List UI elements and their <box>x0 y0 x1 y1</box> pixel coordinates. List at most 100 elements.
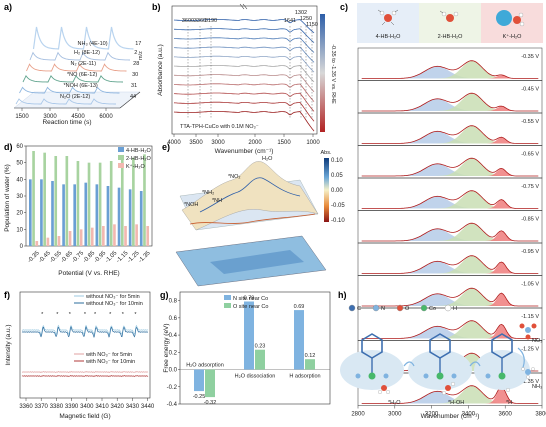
panel-c-component <box>385 223 524 241</box>
panel-b-tick-label: 1500 <box>277 140 291 146</box>
panel-h-scheme-1 <box>340 333 404 390</box>
panel-e-colorbar-tick: 0.05 <box>331 173 343 179</box>
panel-b-trace <box>173 83 315 102</box>
panel-a-tick-label: 6000 <box>99 114 113 120</box>
panel-g: g) 0.8 0.6 0.4 0.2 0.0 -0.2 -0.4 -0.25-0.32 H₂O… <box>160 290 331 408</box>
panel-b-tick-label: 2000 <box>248 140 262 146</box>
panel-d-xlabel: Potential (V vs. RHE) <box>58 270 119 277</box>
panel-c-component <box>385 196 524 209</box>
panel-d-bar <box>68 231 72 246</box>
panel-c-potential-label: -0.75 V <box>521 184 539 190</box>
panel-d-ytick-label: 60 <box>16 144 23 150</box>
panel-h: h) C N O Co H <box>338 290 545 406</box>
panel-d-bar <box>132 157 135 246</box>
panel-f-xticks: 3360 3370 3380 3390 3400 3410 3420 3430 3440 <box>19 398 155 410</box>
panel-b-peak-label: 1250 <box>300 16 312 22</box>
panel-c-envelope <box>361 125 539 144</box>
panel-g-bar-value: 0.79 <box>244 295 255 301</box>
panel-d-bar <box>62 184 65 246</box>
panel-g-legend-label: O site near Co <box>233 304 268 310</box>
panel-f: f) * * * * * * * * without NO₃⁻ for 5minwithout… <box>4 290 155 420</box>
panel-h-legend-dot <box>444 304 452 312</box>
panel-f-trace <box>21 326 148 338</box>
panel-b-peak-label: 1641 <box>284 18 296 24</box>
panel-d-ytick-label: 30 <box>16 194 23 200</box>
panel-h-label-nitrate: NO₃⁻ <box>532 338 545 344</box>
panel-h-label-hoh: *H-OH <box>448 400 464 406</box>
panel-c-tick-label: 2800 <box>351 412 365 418</box>
panel-c: c) 4-HB-H₂O 2-HB-H₂O K⁺-H₂O <box>340 2 546 420</box>
panel-f-xlabel: Magnetic field (G) <box>59 413 110 420</box>
panel-e-colorbar-tick: 0.10 <box>331 158 343 164</box>
panel-h-legend-dot <box>396 304 404 312</box>
panel-g-ytick-label: -0.2 <box>167 385 178 391</box>
panel-c-tick-label: 3200 <box>425 412 439 418</box>
panel-c-component <box>385 131 524 144</box>
panel-a-species-name: *NOH (6E-13) <box>64 83 98 89</box>
panel-c-molecule-2hb <box>439 10 459 22</box>
panel-h-legend-label: O <box>405 306 410 312</box>
panel-a-species-name: NH₃ (4E-10) <box>78 41 108 47</box>
panel-g-category-label: H₂O adsorption <box>186 363 224 369</box>
panel-d-legend-swatch <box>118 147 124 152</box>
panel-b-tick-label: 4000 <box>167 140 181 146</box>
panel-b-potential-label: -0.35 to -1.35 V vs. RHE <box>330 44 336 104</box>
panel-d-legend-label: 2-HB-H₂O <box>126 156 151 162</box>
panel-d-bar <box>128 189 132 246</box>
panel-d-bar <box>76 161 80 246</box>
panel-f-legend-label: without NO₃⁻ for 10min <box>85 301 143 307</box>
panel-b-trace <box>173 37 315 53</box>
panel-d-bar <box>109 161 113 246</box>
panel-b-peak-label: 3190 <box>205 18 217 24</box>
panel-h-legend-label: Co <box>429 306 436 312</box>
panel-c-potential-label: -0.95 V <box>521 249 539 255</box>
panel-c-legend-4hb-text: 4-HB-H₂O <box>376 34 401 40</box>
panel-f-peak-marker: * <box>109 312 112 318</box>
panel-d-xticks: -0.35-0.45-0.55-0.65-0.75-0.85-0.95-1.05… <box>27 250 152 264</box>
panel-a-mz-value: 28 <box>133 61 139 67</box>
panel-f-peak-marker: * <box>122 312 125 318</box>
panel-g-legend-swatch <box>224 295 231 300</box>
panel-g-bar <box>305 359 315 370</box>
panel-f-tick-label: 3420 <box>111 404 125 410</box>
panel-g-ytick-label: 0.6 <box>169 316 178 322</box>
panel-b-tick-label: 3500 <box>189 140 203 146</box>
panel-d-bar <box>40 179 43 246</box>
panel-g-ytick-label: 0.2 <box>169 350 178 356</box>
panel-c-component <box>385 293 524 306</box>
panel-c-component <box>385 228 524 241</box>
panel-c-component <box>385 385 524 404</box>
panel-e-surface-trough <box>189 213 316 225</box>
panel-g-bar <box>255 349 265 370</box>
panel-h-legend-dot <box>420 304 428 312</box>
panel-e-annotation: *NOH <box>184 202 198 208</box>
panel-a-mz-value: 2 <box>134 50 137 56</box>
panel-d-bar <box>73 184 77 246</box>
panel-c-tick-label: 3400 <box>462 412 476 418</box>
panel-e-surface-ridge <box>199 177 301 213</box>
panel-g-bar-value: -0.25 <box>193 394 206 400</box>
panel-c-envelope <box>361 92 539 112</box>
panel-d-bar <box>143 154 146 246</box>
panel-c-component <box>385 387 524 404</box>
panel-g-category-label: H adsorption <box>289 374 320 380</box>
panel-e-surface <box>181 161 319 231</box>
panel-d-bar <box>90 227 94 246</box>
panel-e-projection-band <box>210 250 304 274</box>
panel-g-label: g) <box>160 290 169 300</box>
panel-h-legend-dot <box>348 304 356 312</box>
panel-a-trace <box>32 26 134 50</box>
panel-f-label: f) <box>4 290 10 300</box>
panel-c-xlabel: Wavenumber (cm⁻¹) <box>421 413 480 420</box>
panel-a-species-name: H₂ (8E-12) <box>74 50 100 56</box>
panel-h-arrow-1 <box>403 361 415 367</box>
panel-f-legend-label: with NO₃⁻ for 5min <box>85 352 132 358</box>
panel-c-potential-label: -0.85 V <box>521 217 539 223</box>
panel-d-bar <box>79 229 83 246</box>
panel-g-bar <box>205 369 215 398</box>
panel-a-tick-label: 3000 <box>43 114 57 120</box>
panel-d-legend-label: K⁺-H₂O <box>126 163 146 170</box>
